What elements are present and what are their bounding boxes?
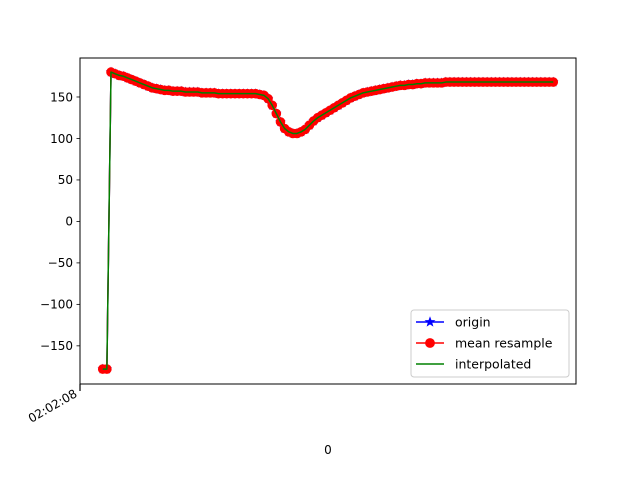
legend-entry-interpolated: interpolated (416, 357, 531, 372)
y-axis: 150 100 50 0 −50 −100 −150 (40, 90, 80, 353)
legend-label-origin: origin (455, 315, 491, 330)
series-layer (97, 66, 559, 374)
y-tick-label: −50 (48, 256, 73, 270)
legend-box (410, 309, 570, 378)
y-tick-label: −150 (40, 339, 73, 353)
y-tick-label: 150 (50, 90, 73, 104)
legend-label-mean-resample: mean resample (455, 336, 553, 351)
legend-star-icon (424, 316, 436, 327)
y-tick-label: 50 (58, 173, 73, 187)
y-tick-label: 0 (65, 215, 73, 229)
plot-frame (79, 57, 577, 385)
series-interpolated (102, 71, 554, 370)
legend-entry-mean-resample: mean resample (416, 336, 553, 351)
legend: origin mean resample interpolated (410, 309, 570, 378)
legend-entry-origin: origin (416, 315, 491, 330)
y-tick-label: −100 (40, 298, 73, 312)
y-tick-label: 100 (50, 132, 73, 146)
legend-label-interpolated: interpolated (455, 357, 531, 372)
series-line-interpolated (102, 71, 554, 370)
legend-circle-icon (425, 338, 435, 348)
x-axis-label: 0 (324, 443, 332, 457)
